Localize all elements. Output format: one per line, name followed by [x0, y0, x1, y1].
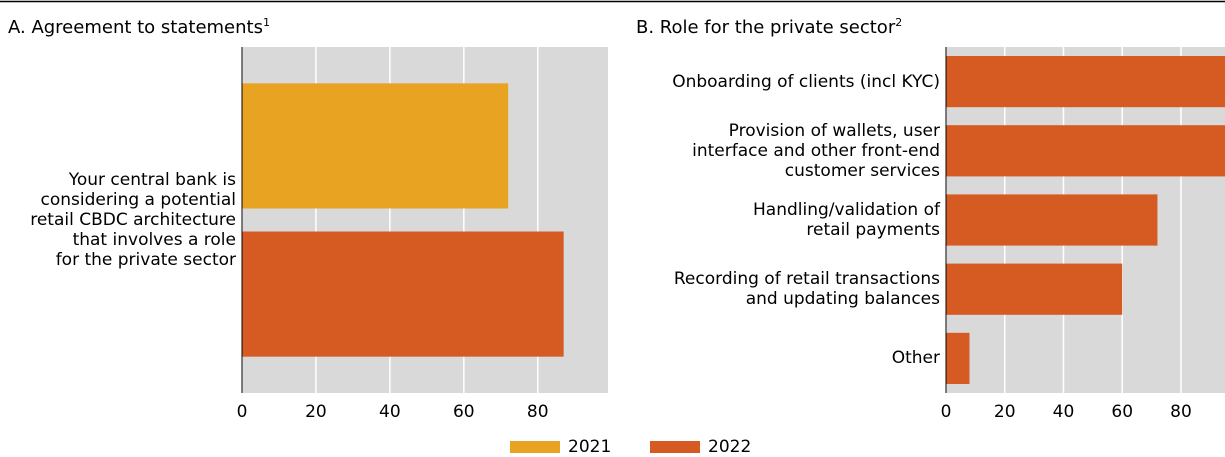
x-tick-label: 60 — [1111, 402, 1133, 422]
panel-title: A. Agreement to statements1 — [8, 16, 270, 38]
category-label: Other — [891, 348, 940, 369]
x-tick-label: 0 — [237, 402, 248, 422]
category-label: Provision of wallets, user interface and… — [692, 120, 940, 181]
legend-swatch — [650, 441, 700, 453]
bar — [946, 55, 1225, 108]
x-tick-label: 20 — [305, 402, 327, 422]
x-tick-label: 20 — [994, 402, 1016, 422]
bar — [946, 263, 1123, 315]
title-text: B. Role for the private sector — [636, 17, 896, 38]
legend-label: 2022 — [708, 437, 751, 457]
bar — [242, 83, 509, 209]
x-tick-label: 40 — [1053, 402, 1075, 422]
x-tick-label: 40 — [379, 402, 401, 422]
bar — [946, 194, 1158, 246]
title-text: A. Agreement to statements — [8, 17, 263, 38]
x-tick-label: 60 — [453, 402, 475, 422]
title-note: 1 — [262, 16, 270, 29]
title-note: 2 — [895, 16, 903, 29]
panel-title: B. Role for the private sector2 — [636, 16, 902, 38]
legend-label: 2021 — [568, 437, 611, 457]
bar — [242, 231, 564, 357]
x-tick-label: 80 — [527, 402, 549, 422]
category-label: Handling/validation of retail payments — [753, 200, 940, 240]
category-label: Recording of retail transactions and upd… — [673, 269, 940, 310]
x-tick-label: 80 — [1170, 402, 1192, 422]
bar — [946, 125, 1225, 177]
category-label: Your central bank is considering a poten… — [30, 170, 236, 270]
category-label: Onboarding of clients (incl KYC) — [672, 71, 940, 92]
legend-swatch — [510, 441, 560, 453]
bar — [946, 332, 970, 385]
x-tick-label: 0 — [941, 402, 952, 422]
